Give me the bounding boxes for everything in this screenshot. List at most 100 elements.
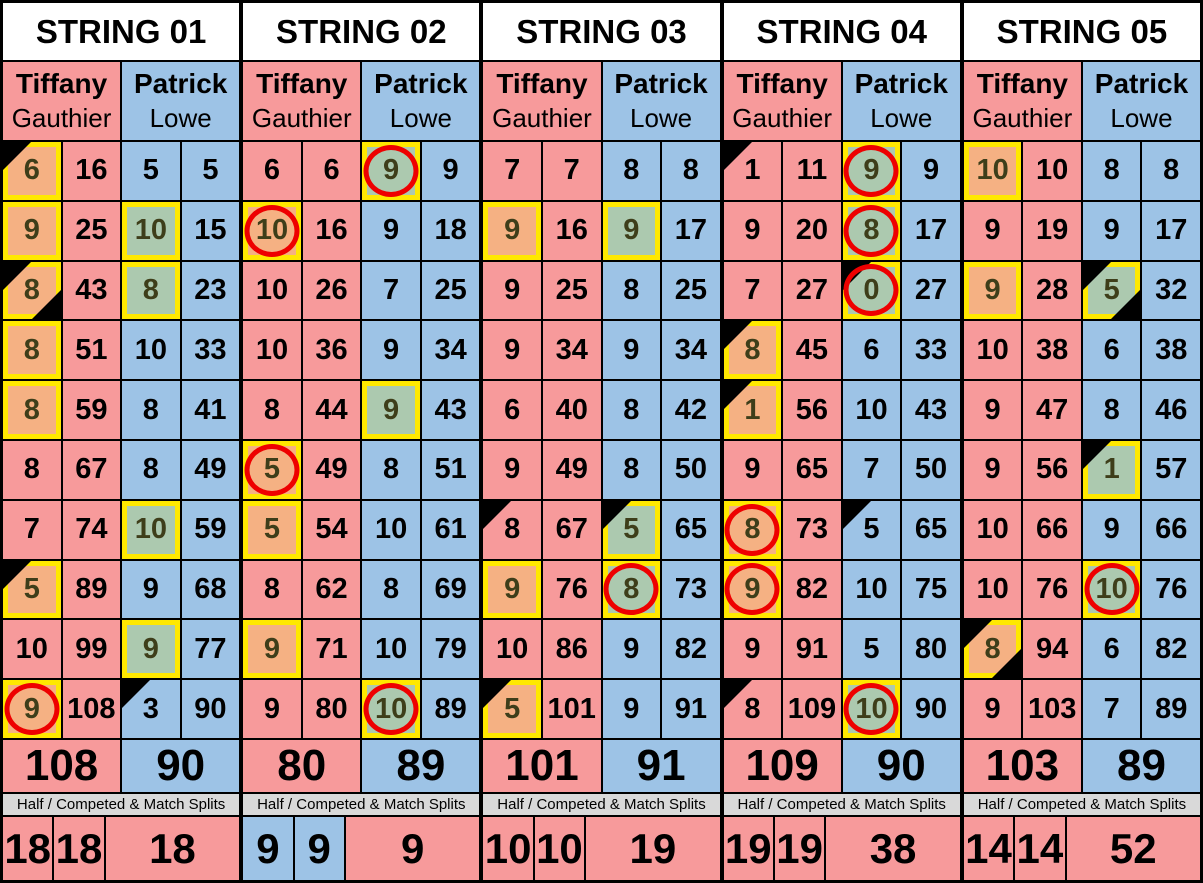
corner-triangle-icon	[3, 261, 31, 290]
split-value: 14	[1015, 817, 1067, 880]
end-row: 10 16 9 18	[243, 201, 480, 262]
score-cell: 9	[122, 560, 182, 619]
total-value: 76	[1036, 572, 1069, 605]
total-value: 49	[555, 453, 588, 486]
total-value: 54	[315, 513, 348, 546]
score-value: 8	[383, 453, 400, 486]
player-first-name: Patrick	[1094, 68, 1189, 100]
score-value: 8	[623, 273, 640, 306]
total-value: 25	[674, 273, 707, 306]
split-value: 10	[483, 817, 535, 880]
total-value: 41	[194, 393, 227, 426]
score-value: 8	[23, 453, 40, 486]
total-value: 86	[555, 632, 588, 665]
running-total-cell: 32	[1142, 261, 1200, 320]
total-value: 27	[914, 273, 948, 306]
score-value: 10	[855, 572, 888, 605]
splits-row: 19 19 38	[723, 817, 960, 880]
score-cell: 10	[122, 321, 182, 380]
player-last-name: Lowe	[389, 103, 452, 134]
running-total-cell: 20	[783, 201, 843, 260]
corner-triangle-icon	[483, 500, 512, 529]
score-value: 9	[623, 214, 640, 247]
running-total-cell: 82	[662, 620, 720, 679]
score-cell: 7	[723, 261, 784, 320]
score-cell: 8	[602, 142, 663, 200]
player-name-left: Tiffany Gauthier	[483, 62, 603, 140]
running-total-cell: 74	[62, 500, 123, 559]
splits-header: Half / Competed & Match Splits	[243, 794, 480, 817]
running-total-cell: 65	[662, 500, 720, 559]
score-value: 10	[255, 273, 289, 306]
score-cell: 10	[842, 560, 903, 619]
score-value: 9	[744, 453, 761, 486]
total-value: 11	[796, 154, 828, 187]
score-cell: 8	[842, 201, 903, 260]
running-total-cell: 36	[302, 321, 363, 380]
score-cell: 9	[723, 560, 784, 619]
red-circle-icon	[724, 503, 780, 556]
score-cell: 8	[602, 560, 663, 619]
total-value: 34	[434, 333, 467, 366]
end-row: 9 91 5 80	[723, 620, 960, 681]
score-cell: 9	[362, 201, 422, 260]
total-value: 43	[914, 393, 948, 426]
end-row: 8 67 5 65	[483, 500, 720, 561]
end-row: 9 19 9 17	[963, 201, 1201, 262]
red-circle-icon	[843, 264, 899, 317]
end-row: 9 25 8 25	[483, 261, 720, 322]
total-value: 51	[434, 453, 467, 486]
end-row: 7 7 8 8	[483, 142, 720, 202]
splits-row: 14 14 52	[963, 817, 1201, 880]
running-total-cell: 50	[662, 440, 720, 499]
score-cell: 9	[362, 321, 422, 380]
split-value: 9	[345, 817, 480, 880]
score-value: 7	[383, 273, 400, 306]
total-value: 10	[1036, 154, 1069, 187]
total-value: 23	[194, 273, 227, 306]
string-header: STRING 02	[243, 3, 480, 62]
split-value: 18	[54, 817, 106, 880]
score-value: 8	[623, 453, 640, 486]
string-column: STRING 02 Tiffany Gauthier Patrick Lowe 6 6 9 9 1…	[239, 3, 480, 880]
total-value: 75	[914, 572, 948, 605]
total-value: 66	[1036, 513, 1069, 546]
score-cell: 8	[963, 620, 1024, 679]
score-value: 7	[23, 513, 40, 546]
running-total-cell: 65	[902, 500, 960, 559]
total-value: 49	[315, 453, 348, 486]
score-value: 10	[134, 214, 167, 247]
total-value: 89	[1155, 692, 1188, 725]
score-cell: 5	[842, 620, 903, 679]
total-value: 8	[1163, 154, 1180, 187]
end-row: 9 108 3 90	[3, 680, 240, 740]
running-total-cell: 8	[1142, 142, 1200, 200]
running-total-cell: 7	[542, 142, 603, 200]
score-cell: 8	[362, 440, 422, 499]
total-value: 67	[555, 513, 588, 546]
score-value: 8	[142, 453, 159, 486]
running-total-cell: 94	[1023, 620, 1083, 679]
running-total-cell: 16	[62, 142, 123, 200]
end-row: 8 73 5 65	[723, 500, 960, 561]
score-rows: 7 7 8 8 9 16 9 17 9 25 8 25 9 34 9 34 6 40 8 42 9 49 8 50 8 67 5 65…	[483, 142, 720, 740]
score-cell: 9	[963, 381, 1024, 439]
running-total-cell: 91	[662, 680, 720, 738]
total-value: 42	[674, 393, 707, 426]
score-cell: 8	[3, 321, 63, 380]
running-total-cell: 86	[542, 620, 603, 679]
end-row: 6 16 5 5	[3, 142, 240, 202]
total-value: 6	[323, 154, 340, 187]
end-row: 10 76 10 76	[963, 560, 1201, 621]
end-row: 10 10 8 8	[963, 142, 1201, 202]
string-total-right: 90	[842, 740, 960, 792]
score-value: 9	[23, 214, 40, 247]
running-total-cell: 47	[1023, 381, 1083, 439]
total-value: 16	[555, 214, 588, 247]
score-cell: 5	[243, 500, 303, 559]
score-cell: 8	[1082, 142, 1143, 200]
running-total-cell: 34	[662, 321, 720, 380]
score-cell: 9	[483, 201, 543, 260]
total-value: 73	[795, 513, 829, 546]
